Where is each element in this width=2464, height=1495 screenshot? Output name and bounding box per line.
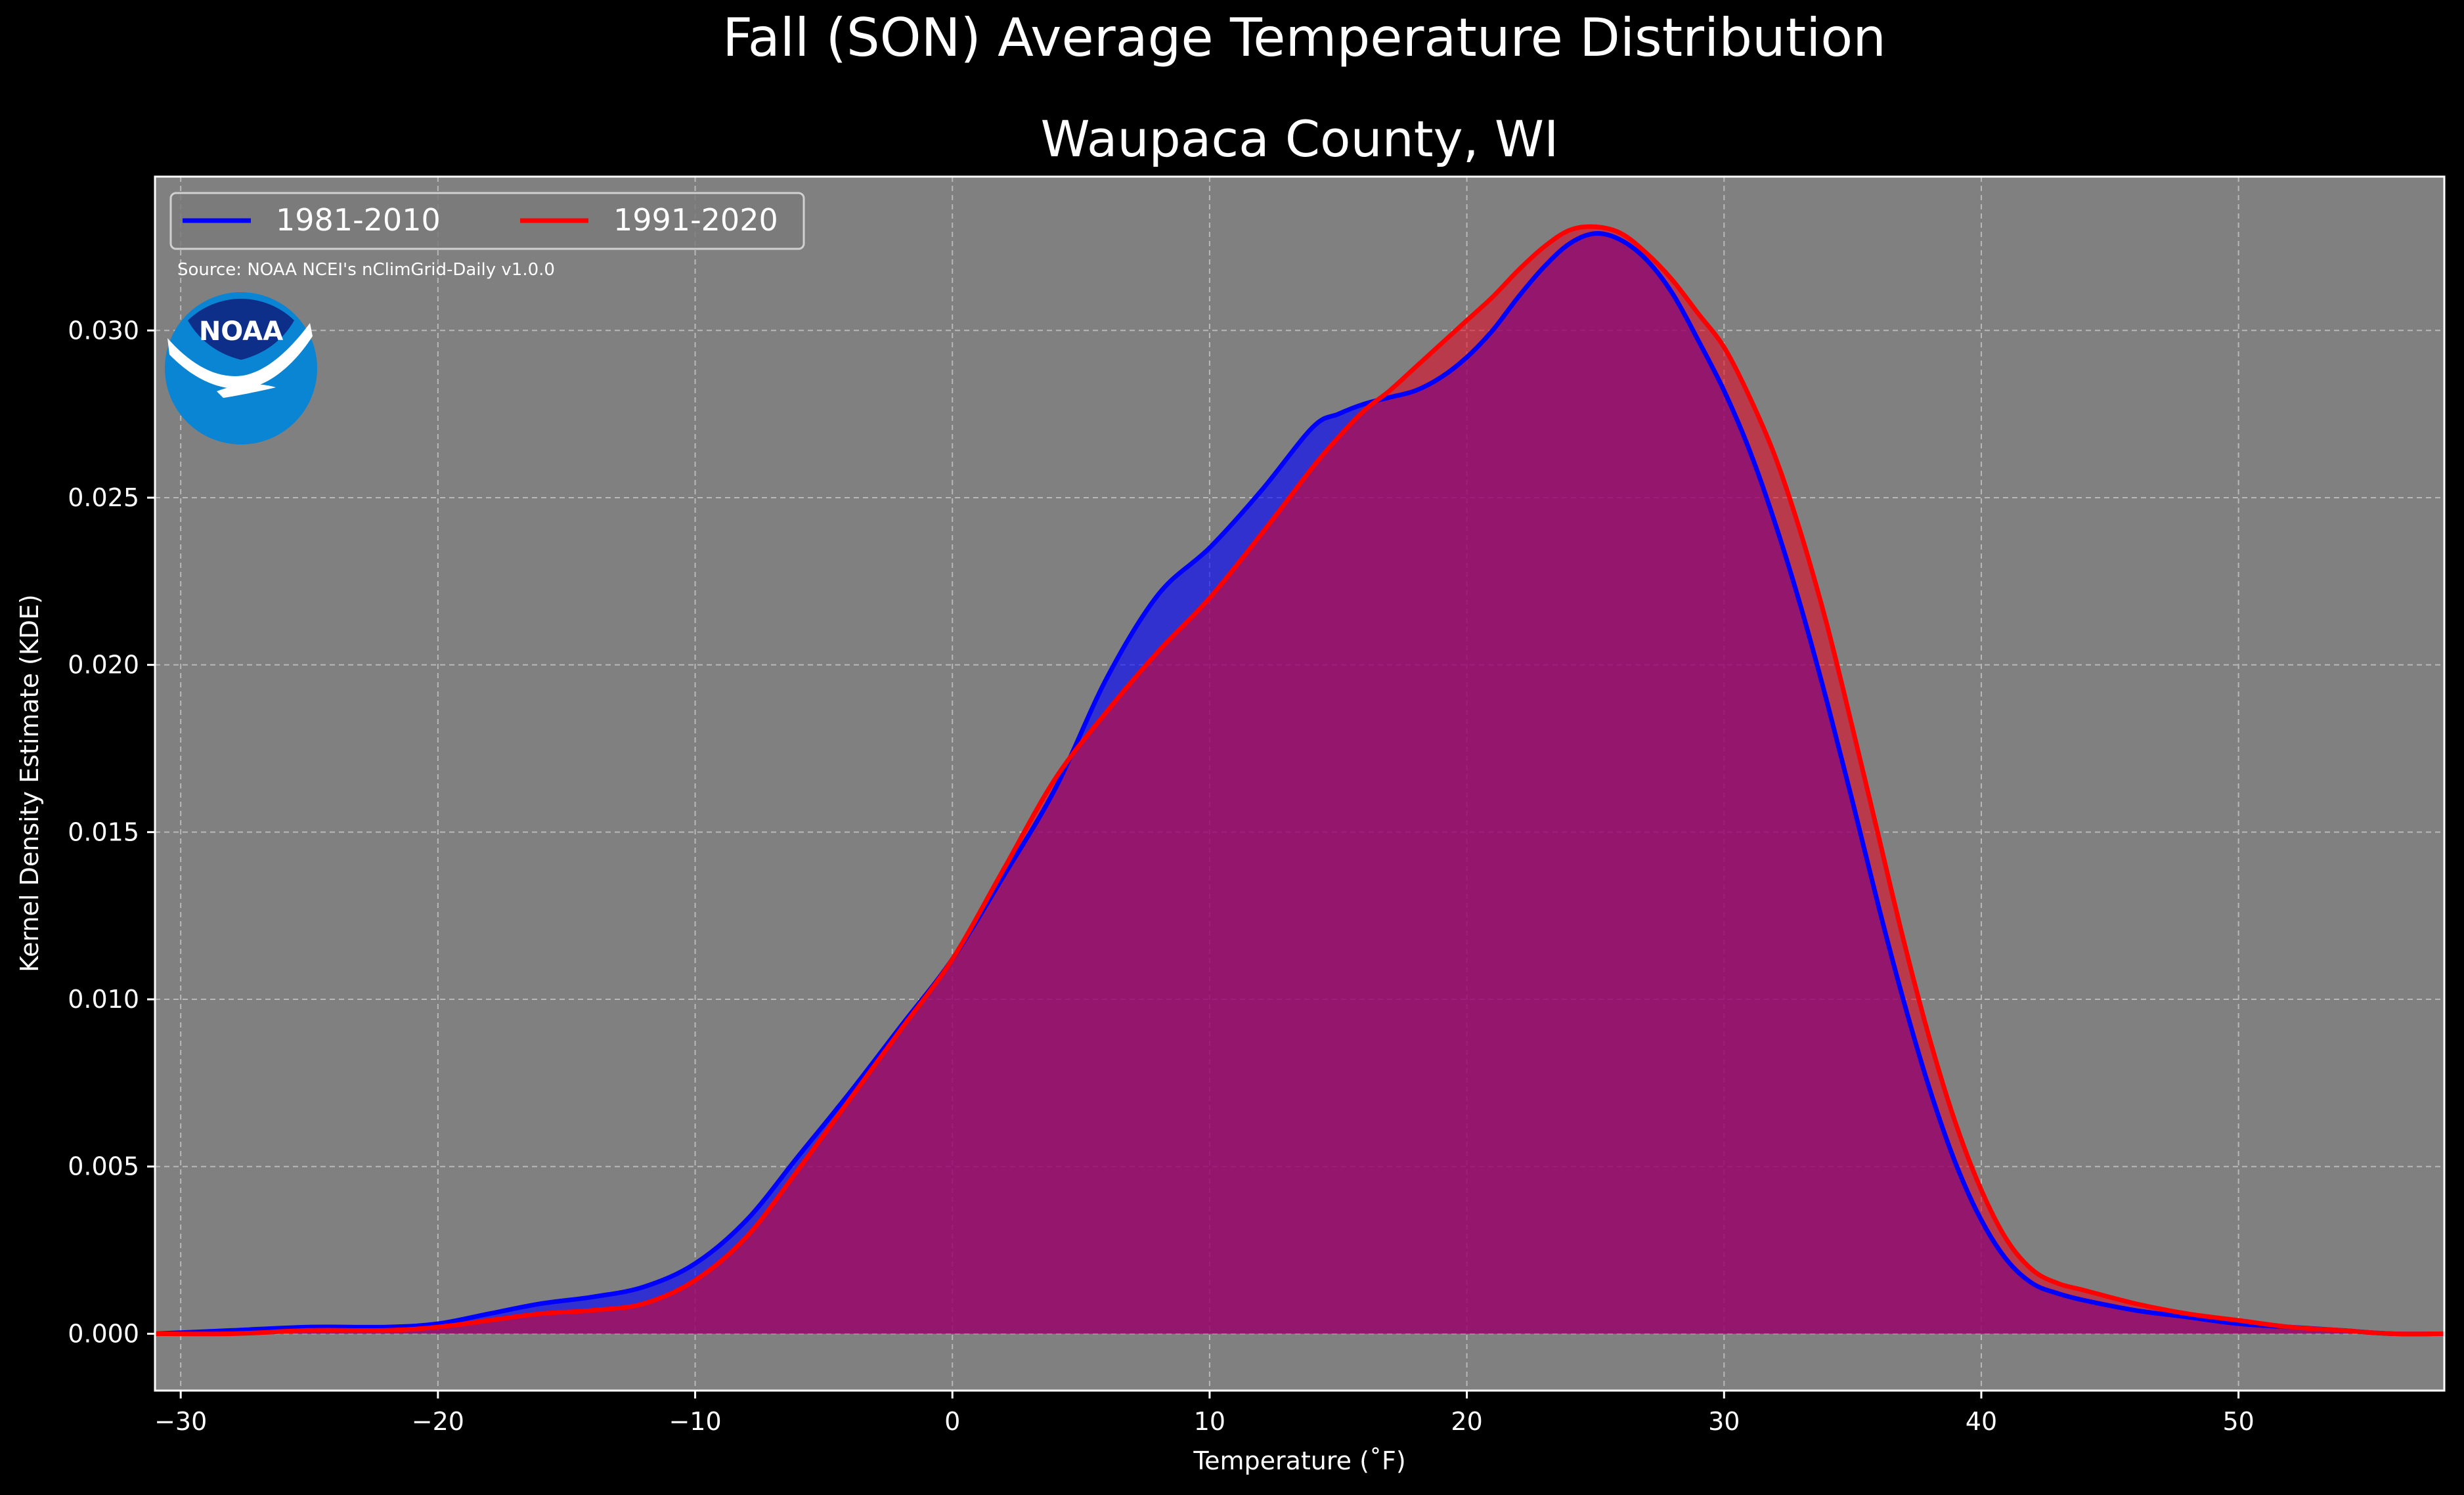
chart-suptitle: Fall (SON) Average Temperature Distribut… xyxy=(722,7,1886,68)
area-1991-2020 xyxy=(155,227,2444,1334)
line-1981-2010 xyxy=(155,231,2444,1337)
x-axis-label: Temperature (˚F) xyxy=(1193,1446,1405,1475)
plot-frame xyxy=(154,175,2446,1392)
y-axis-label: Kernel Density Estimate (KDE) xyxy=(15,594,44,972)
x-tick-label: 0 xyxy=(944,1407,960,1436)
x-tick-label: 10 xyxy=(1194,1407,1225,1436)
y-tick-label: 0.005 xyxy=(68,1152,139,1181)
x-tick-label: 40 xyxy=(1966,1407,1997,1436)
axis-ticks: −30 −20 −10 0 10 20 30 40 50 0.000 0.005 0.010 0.015… xyxy=(68,316,2255,1436)
legend-label-1991-2020: 1991-2020 xyxy=(613,202,778,238)
y-tick-label: 0.010 xyxy=(68,985,139,1014)
legend[interactable]: 1981-2010 1991-2020 xyxy=(169,192,805,250)
y-tick-label: 0.030 xyxy=(68,316,139,345)
chart-title: Waupaca County, WI xyxy=(1041,110,1559,168)
noaa-logo-text: NOAA xyxy=(199,316,283,347)
noaa-logo: NOAA xyxy=(165,292,317,444)
y-tick-label: 0.025 xyxy=(68,483,139,512)
x-tick-label: 50 xyxy=(2222,1407,2254,1436)
series-lines xyxy=(155,224,2444,1337)
x-tick-label: −30 xyxy=(154,1407,207,1436)
x-tick-label: 20 xyxy=(1451,1407,1482,1436)
line-1991-2020 xyxy=(155,224,2444,1337)
series-areas xyxy=(155,227,2444,1334)
x-tick-label: −10 xyxy=(669,1407,721,1436)
x-tick-label: −20 xyxy=(412,1407,464,1436)
source-note: Source: NOAA NCEI's nClimGrid-Daily v1.0… xyxy=(177,260,555,280)
y-tick-label: 0.020 xyxy=(68,651,139,680)
y-tick-label: 0.015 xyxy=(68,817,139,846)
y-tick-label: 0.000 xyxy=(68,1319,139,1348)
legend-label-1981-2010: 1981-2010 xyxy=(276,202,441,238)
x-tick-label: 30 xyxy=(1708,1407,1740,1436)
legend-box xyxy=(169,192,805,250)
